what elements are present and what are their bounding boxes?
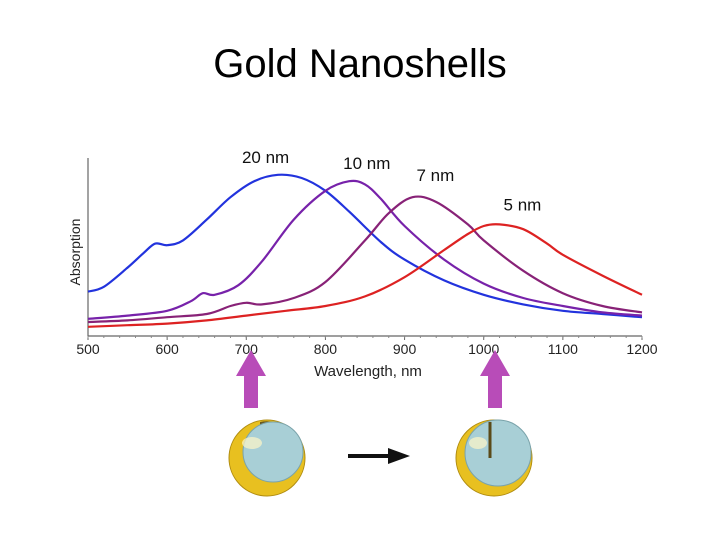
series-line-7-nm (87, 195, 643, 324)
slide-title: Gold Nanoshells (213, 42, 507, 86)
x-tick-label: 1200 (626, 341, 657, 357)
series-label: 7 nm (416, 166, 454, 185)
series-line-10-nm (87, 179, 643, 320)
figure-background (60, 140, 660, 505)
nanoshell-thick (228, 419, 306, 497)
x-axis-label: Wavelength, nm (314, 363, 422, 380)
y-axis-label: Absorption (67, 219, 83, 286)
series-layer (87, 173, 643, 328)
x-tick-label: 1000 (468, 341, 499, 357)
series-labels: 20 nm 10 nm 7 nm 5 nm (242, 148, 541, 215)
series-line-5-nm (87, 223, 643, 328)
x-tick-label: 500 (76, 341, 100, 357)
x-tick-label: 900 (393, 341, 417, 357)
x-tick-label: 800 (314, 341, 338, 357)
nanoshell-thin (455, 419, 533, 497)
absorption-figure: 500 600 700 800 900 1000 1100 1200 20 nm 10 nm 7 … (60, 140, 660, 505)
series-label: 5 nm (504, 195, 542, 214)
x-tick-label: 1100 (548, 341, 578, 357)
up-arrow-right (480, 350, 510, 408)
series-line-20-nm (87, 173, 643, 319)
right-arrow (348, 448, 410, 464)
up-arrow-left (236, 350, 266, 408)
x-tick-label: 700 (235, 341, 259, 357)
series-label: 10 nm (343, 154, 390, 173)
x-ticks: 500 600 700 800 900 1000 1100 1200 (76, 336, 658, 357)
x-tick-label: 600 (155, 341, 179, 357)
series-label: 20 nm (242, 148, 289, 167)
